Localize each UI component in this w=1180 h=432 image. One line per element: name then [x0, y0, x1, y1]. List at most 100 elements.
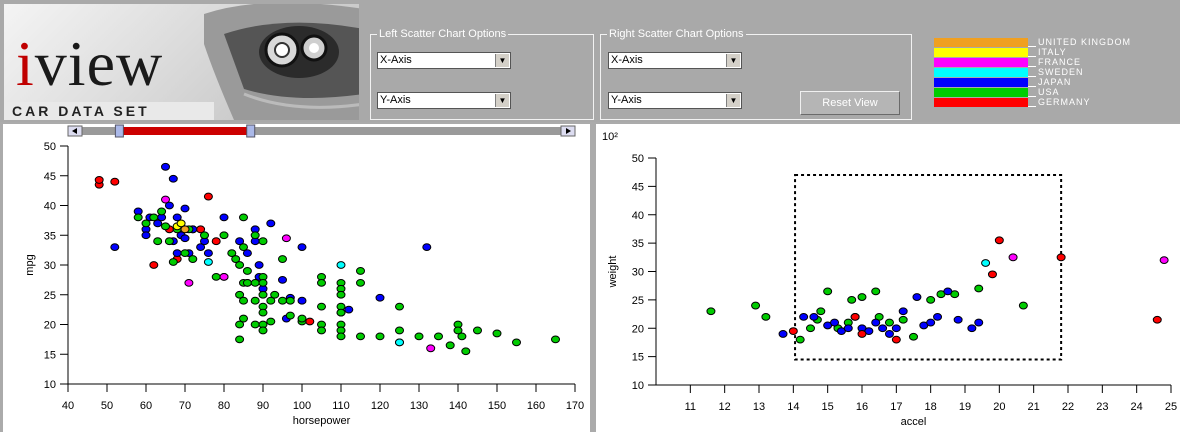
data-point[interactable]	[356, 278, 365, 287]
data-point[interactable]	[512, 338, 521, 347]
data-point[interactable]	[239, 213, 248, 222]
data-point[interactable]	[987, 270, 997, 279]
reset-view-button[interactable]: Reset View	[800, 91, 900, 115]
data-point[interactable]	[153, 237, 163, 246]
data-point[interactable]	[926, 318, 936, 327]
data-point[interactable]	[110, 177, 120, 186]
data-point[interactable]	[344, 305, 354, 314]
chevron-down-icon[interactable]: ▼	[726, 54, 740, 67]
data-point[interactable]	[843, 324, 853, 333]
range-slider-selection[interactable]	[121, 127, 249, 135]
data-point[interactable]	[926, 295, 936, 304]
range-slider-track[interactable]	[68, 127, 575, 135]
data-point[interactable]	[933, 313, 943, 321]
data-point[interactable]	[278, 296, 287, 305]
data-point[interactable]	[297, 296, 307, 305]
data-point[interactable]	[981, 259, 991, 267]
data-point[interactable]	[422, 243, 432, 252]
data-point[interactable]	[278, 275, 287, 284]
range-slider-min-handle[interactable]	[114, 124, 124, 138]
data-point[interactable]	[305, 317, 315, 326]
data-point[interactable]	[414, 332, 424, 341]
data-point[interactable]	[1152, 315, 1162, 324]
data-point[interactable]	[994, 236, 1004, 245]
data-point[interactable]	[254, 261, 264, 269]
data-point[interactable]	[943, 287, 953, 296]
data-point[interactable]	[830, 318, 840, 327]
data-point[interactable]	[161, 222, 170, 231]
data-point[interactable]	[239, 243, 248, 252]
data-point[interactable]	[878, 324, 888, 333]
data-point[interactable]	[242, 278, 252, 287]
data-point[interactable]	[285, 296, 295, 305]
data-point[interactable]	[250, 278, 260, 287]
data-point[interactable]	[219, 231, 229, 240]
data-point[interactable]	[953, 315, 963, 324]
data-point[interactable]	[235, 335, 245, 344]
data-point[interactable]	[395, 338, 404, 347]
data-point[interactable]	[806, 324, 815, 333]
data-point[interactable]	[974, 318, 984, 327]
data-point[interactable]	[168, 258, 178, 266]
data-point[interactable]	[258, 308, 268, 317]
data-point[interactable]	[297, 314, 307, 323]
selection-box[interactable]	[794, 174, 1063, 361]
data-point[interactable]	[242, 267, 252, 275]
data-point[interactable]	[149, 213, 159, 222]
data-point[interactable]	[110, 243, 120, 252]
data-point[interactable]	[850, 313, 860, 321]
data-point[interactable]	[816, 307, 826, 316]
data-point[interactable]	[375, 293, 385, 302]
data-point[interactable]	[336, 290, 346, 299]
data-point[interactable]	[176, 219, 186, 228]
data-point[interactable]	[426, 344, 436, 353]
data-point[interactable]	[164, 201, 174, 210]
data-point[interactable]	[356, 267, 365, 275]
data-point[interactable]	[278, 255, 287, 263]
data-point[interactable]	[180, 225, 190, 234]
data-point[interactable]	[141, 219, 151, 228]
data-point[interactable]	[857, 293, 867, 301]
data-point[interactable]	[336, 261, 346, 269]
data-point[interactable]	[974, 284, 984, 293]
data-point[interactable]	[211, 273, 221, 281]
data-point[interactable]	[395, 326, 404, 335]
data-point[interactable]	[751, 301, 761, 310]
data-point[interactable]	[94, 176, 104, 184]
data-point[interactable]	[967, 324, 977, 333]
data-point[interactable]	[161, 195, 170, 204]
data-point[interactable]	[795, 335, 805, 344]
chevron-down-icon[interactable]: ▼	[495, 94, 509, 107]
data-point[interactable]	[898, 307, 908, 316]
data-point[interactable]	[473, 326, 482, 335]
data-point[interactable]	[172, 213, 182, 222]
right-x-axis-select[interactable]: X-Axis ▼	[608, 52, 742, 69]
right-y-axis-select[interactable]: Y-Axis ▼	[608, 92, 742, 109]
data-point[interactable]	[1008, 253, 1018, 262]
chevron-down-icon[interactable]: ▼	[726, 94, 740, 107]
left-y-axis-select[interactable]: Y-Axis ▼	[377, 92, 511, 109]
data-point[interactable]	[461, 347, 471, 356]
data-point[interactable]	[196, 243, 206, 252]
data-point[interactable]	[184, 278, 194, 287]
data-point[interactable]	[799, 313, 809, 321]
data-point[interactable]	[149, 261, 159, 269]
data-point[interactable]	[871, 287, 881, 296]
data-point[interactable]	[266, 296, 276, 305]
data-point[interactable]	[266, 317, 276, 326]
data-point[interactable]	[239, 314, 248, 323]
data-point[interactable]	[239, 296, 248, 305]
data-point[interactable]	[168, 174, 178, 183]
data-point[interactable]	[235, 261, 245, 269]
data-point[interactable]	[891, 335, 901, 344]
data-point[interactable]	[172, 249, 182, 258]
data-point[interactable]	[219, 213, 229, 222]
data-point[interactable]	[180, 249, 190, 258]
data-point[interactable]	[317, 302, 326, 311]
data-point[interactable]	[285, 311, 295, 320]
data-point[interactable]	[266, 219, 276, 228]
data-point[interactable]	[258, 237, 268, 246]
data-point[interactable]	[898, 315, 908, 324]
data-point[interactable]	[200, 231, 209, 240]
data-point[interactable]	[227, 249, 237, 258]
